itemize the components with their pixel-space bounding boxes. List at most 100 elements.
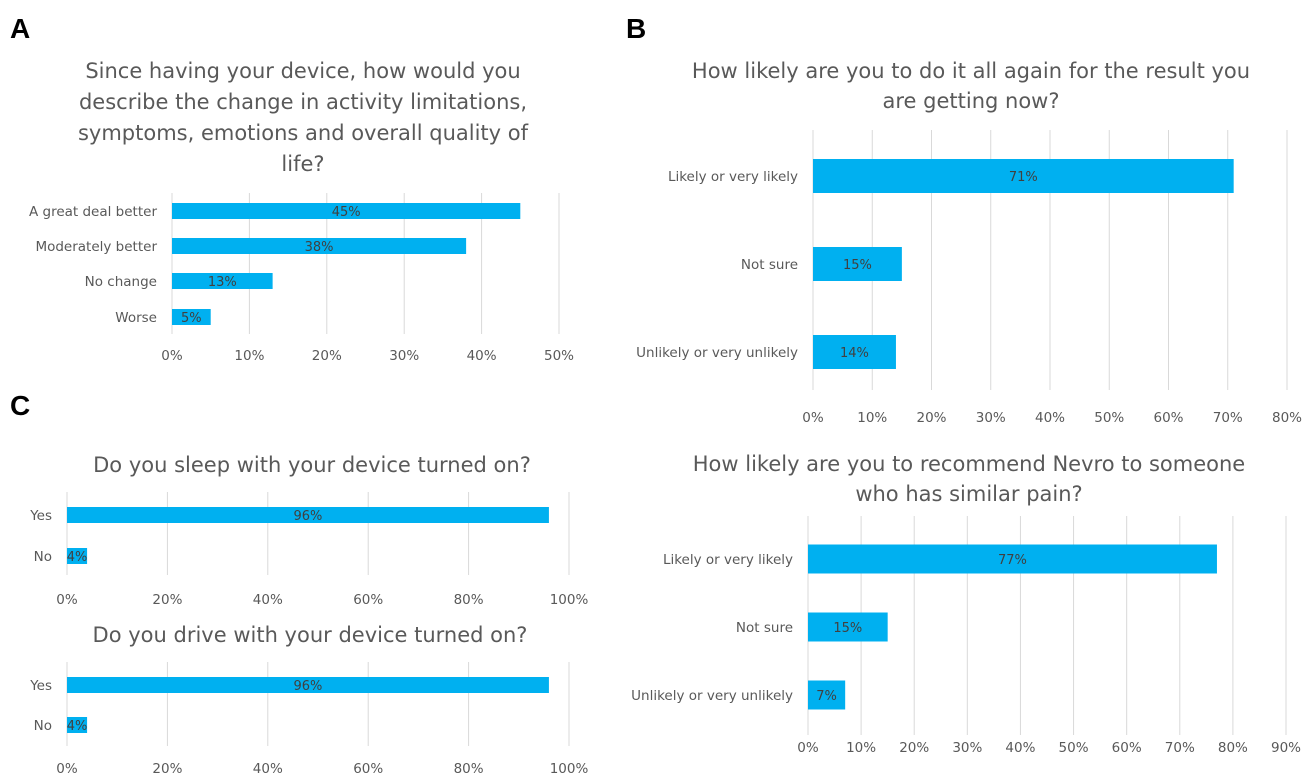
bar <box>808 680 846 710</box>
bar-chart-1: Since having your device, how would you d… <box>29 59 574 364</box>
bar <box>172 309 211 325</box>
category-label: Yes <box>29 678 52 694</box>
x-tick-label: 30% <box>952 740 982 756</box>
chart-title-line: Since having your device, how would you <box>85 59 520 83</box>
data-label: 71% <box>1009 170 1038 185</box>
x-tick-label: 0% <box>56 761 78 777</box>
bar <box>813 335 896 369</box>
bar <box>67 717 88 733</box>
x-tick-label: 30% <box>389 348 419 364</box>
chart-title: How likely are you to do it all again fo… <box>692 59 1250 113</box>
data-label: 15% <box>843 258 872 273</box>
x-tick-label: 100% <box>550 761 589 777</box>
data-label: 13% <box>208 275 237 290</box>
x-tick-label: 30% <box>976 410 1006 426</box>
x-tick-label: 80% <box>454 761 484 777</box>
x-tick-label: 60% <box>353 761 383 777</box>
x-tick-label: 70% <box>1213 410 1243 426</box>
category-label: Moderately better <box>35 239 157 255</box>
chart-title-line: How likely are you to do it all again fo… <box>692 59 1250 83</box>
bar <box>172 203 521 219</box>
category-label: A great deal better <box>29 204 157 220</box>
x-tick-label: 60% <box>353 592 383 608</box>
x-tick-label: 80% <box>1218 740 1248 756</box>
x-tick-label: 80% <box>454 592 484 608</box>
category-label: Yes <box>29 508 52 524</box>
data-label: 4% <box>67 719 88 734</box>
chart-title: Do you drive with your device turned on? <box>93 623 528 647</box>
chart-title-line: life? <box>281 152 324 176</box>
category-label: Likely or very likely <box>668 169 798 185</box>
x-tick-label: 60% <box>1153 410 1183 426</box>
chart-title-line: who has similar pain? <box>855 482 1082 506</box>
x-tick-label: 20% <box>152 761 182 777</box>
x-tick-label: 70% <box>1165 740 1195 756</box>
chart-title-line: How likely are you to recommend Nevro to… <box>693 452 1245 476</box>
x-tick-label: 100% <box>550 592 589 608</box>
x-tick-label: 0% <box>797 740 819 756</box>
x-tick-label: 0% <box>802 410 824 426</box>
x-tick-label: 50% <box>1094 410 1124 426</box>
bar <box>172 238 467 254</box>
x-tick-label: 10% <box>234 348 264 364</box>
data-label: 45% <box>332 205 361 220</box>
data-label: 7% <box>816 689 837 704</box>
chart-title: Since having your device, how would you d… <box>78 59 529 176</box>
chart-title-line: Do you sleep with your device turned on? <box>93 453 531 477</box>
x-tick-label: 20% <box>152 592 182 608</box>
x-tick-label: 0% <box>161 348 183 364</box>
x-tick-label: 60% <box>1112 740 1142 756</box>
category-label: Likely or very likely <box>663 552 793 568</box>
x-tick-label: 50% <box>544 348 574 364</box>
chart-title-line: describe the change in activity limitati… <box>79 90 527 114</box>
x-tick-label: 20% <box>899 740 929 756</box>
x-tick-label: 40% <box>1035 410 1065 426</box>
category-label: Unlikely or very unlikely <box>636 345 798 361</box>
panel-label-b: B <box>626 13 646 44</box>
x-tick-label: 10% <box>846 740 876 756</box>
category-label: Unlikely or very unlikely <box>631 688 793 704</box>
category-label: No <box>34 718 52 734</box>
charts-container: Since having your device, how would you d… <box>29 59 1302 777</box>
data-label: 96% <box>294 679 323 694</box>
bar <box>67 548 88 564</box>
bar <box>808 612 888 642</box>
category-label: Not sure <box>736 620 793 636</box>
bar-chart-4: Do you sleep with your device turned on?… <box>29 453 588 608</box>
panel-label-a: A <box>10 13 30 44</box>
bar <box>172 273 273 289</box>
data-label: 15% <box>833 621 862 636</box>
data-label: 77% <box>998 553 1027 568</box>
category-label: No <box>34 549 52 565</box>
x-tick-label: 90% <box>1271 740 1301 756</box>
bar-chart-5: Do you drive with your device turned on?… <box>29 623 588 777</box>
data-label: 96% <box>294 509 323 524</box>
x-tick-label: 40% <box>467 348 497 364</box>
chart-title-line: symptoms, emotions and overall quality o… <box>78 121 529 145</box>
bar <box>813 159 1234 193</box>
panel-label-c: C <box>10 390 30 421</box>
x-tick-label: 20% <box>916 410 946 426</box>
bar <box>67 677 549 693</box>
data-label: 14% <box>840 346 869 361</box>
x-tick-label: 0% <box>56 592 78 608</box>
category-label: Worse <box>115 310 157 326</box>
x-tick-label: 40% <box>253 761 283 777</box>
chart-title: How likely are you to recommend Nevro to… <box>693 452 1245 506</box>
category-label: Not sure <box>741 257 798 273</box>
x-tick-label: 40% <box>1005 740 1035 756</box>
x-tick-label: 20% <box>312 348 342 364</box>
x-tick-label: 10% <box>857 410 887 426</box>
bar <box>67 507 549 523</box>
bar-chart-2: How likely are you to do it all again fo… <box>636 59 1302 426</box>
x-tick-label: 40% <box>253 592 283 608</box>
data-label: 4% <box>67 550 88 565</box>
data-label: 5% <box>181 311 202 326</box>
category-label: No change <box>85 274 157 290</box>
chart-title-line: Do you drive with your device turned on? <box>93 623 528 647</box>
bar <box>813 247 902 281</box>
data-label: 38% <box>305 240 334 255</box>
x-tick-label: 50% <box>1059 740 1089 756</box>
bar-chart-3: How likely are you to recommend Nevro to… <box>631 452 1301 756</box>
